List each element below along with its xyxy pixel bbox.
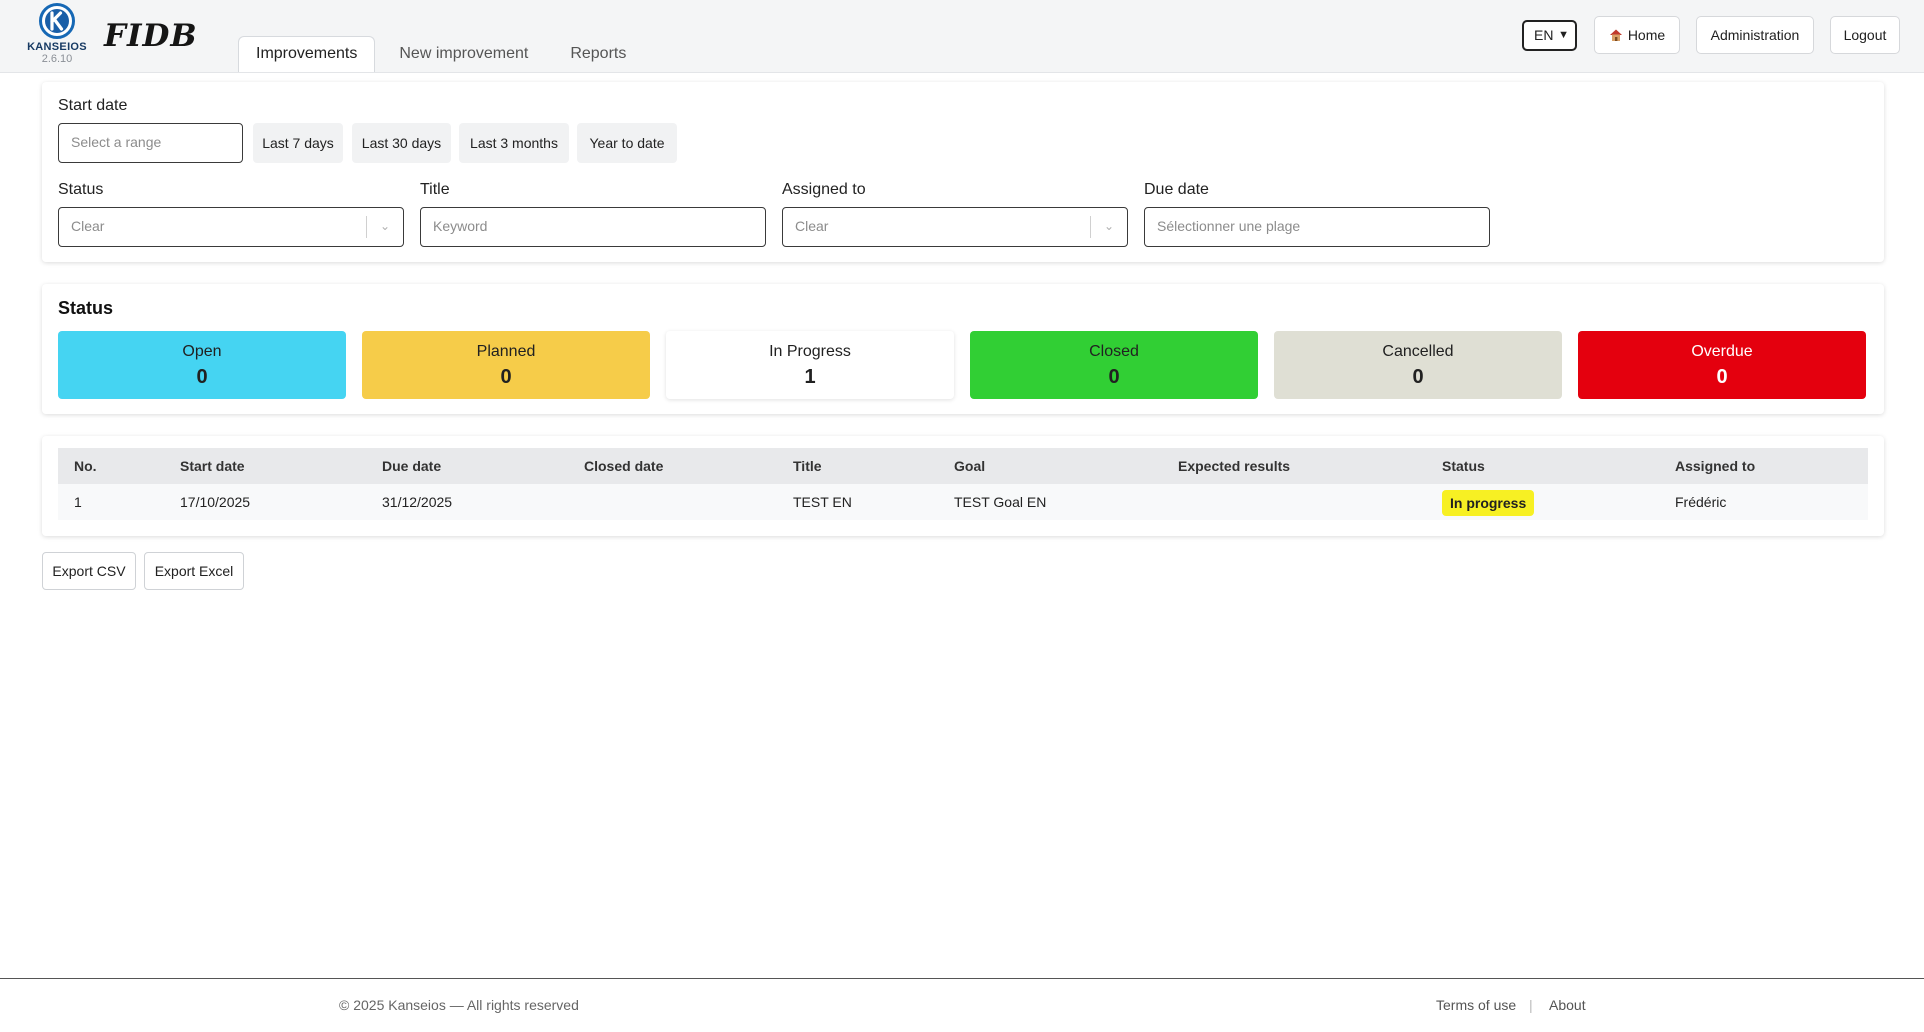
cell-due-date: 31/12/2025	[382, 494, 453, 510]
last-7-days-button[interactable]: Last 7 days	[253, 123, 343, 163]
status-section-title: Status	[58, 298, 114, 318]
title-keyword-input[interactable]: Keyword	[420, 207, 766, 247]
cell-no: 1	[74, 494, 82, 510]
status-card-label: Closed	[1089, 343, 1139, 360]
status-card-label: Cancelled	[1382, 343, 1454, 360]
main-tabs: Improvements New improvement Reports	[238, 36, 650, 72]
logout-button[interactable]: Logout	[1830, 16, 1900, 54]
tab-reports[interactable]: Reports	[570, 45, 627, 62]
export-excel-button[interactable]: Export Excel	[144, 552, 244, 590]
status-filter-label: Status	[58, 181, 104, 198]
status-card-closed[interactable]: Closed 0	[970, 331, 1258, 399]
last-3-months-button[interactable]: Last 3 months	[459, 123, 569, 163]
status-card-open[interactable]: Open 0	[58, 331, 346, 399]
house-icon	[1609, 19, 1623, 55]
language-value: EN	[1534, 27, 1554, 43]
cell-assigned-to: Frédéric	[1675, 494, 1727, 510]
status-card-label: Planned	[476, 343, 536, 360]
administration-button[interactable]: Administration	[1696, 16, 1814, 54]
status-badge: In progress	[1442, 490, 1535, 516]
due-date-range-input[interactable]: Sélectionner une plage	[1144, 207, 1490, 247]
kanseios-k-icon	[39, 3, 75, 39]
app-version: 2.6.10	[41, 53, 73, 65]
cell-start-date: 17/10/2025	[180, 494, 251, 510]
last-30-days-button[interactable]: Last 30 days	[352, 123, 451, 163]
table-header: No. Start date Due date Closed date Titl…	[58, 448, 1868, 484]
home-label: Home	[1627, 27, 1666, 43]
status-card-count: 0	[1108, 366, 1120, 388]
status-card-label: Overdue	[1691, 343, 1753, 360]
status-card-count: 0	[500, 366, 512, 388]
cell-goal: TEST Goal EN	[954, 494, 1047, 510]
select-divider	[1090, 216, 1091, 238]
tab-improvements[interactable]: Improvements	[238, 36, 376, 72]
top-header: KANSEIOS 2.6.10 FIDB Improvements New im…	[0, 0, 1924, 73]
assigned-filter-label: Assigned to	[782, 181, 866, 198]
assigned-filter-select[interactable]: Clear ⌄	[782, 207, 1128, 247]
column-header-status[interactable]: Status	[1442, 458, 1485, 474]
status-filter-value: Clear	[71, 218, 105, 234]
terms-of-use-link[interactable]: Terms of use	[1436, 997, 1517, 1013]
home-button[interactable]: Home	[1594, 16, 1680, 54]
status-card-label: In Progress	[769, 343, 851, 360]
status-card-count: 0	[196, 366, 208, 388]
cell-title: TEST EN	[793, 494, 852, 510]
footer-divider	[0, 978, 1924, 979]
chevron-down-icon: ▼	[1558, 29, 1569, 41]
column-header-no[interactable]: No.	[74, 458, 97, 474]
chevron-down-icon: ⌄	[1103, 219, 1115, 233]
status-card-overdue[interactable]: Overdue 0	[1578, 331, 1866, 399]
footer-separator: |	[1529, 997, 1533, 1013]
title-filter-label: Title	[420, 181, 450, 198]
status-card-count: 0	[1716, 366, 1728, 388]
brand-name: KANSEIOS	[27, 41, 87, 53]
start-date-label: Start date	[58, 97, 128, 114]
kanseios-logo[interactable]: KANSEIOS 2.6.10	[24, 2, 90, 70]
select-divider	[366, 216, 367, 238]
year-to-date-button[interactable]: Year to date	[577, 123, 677, 163]
improvements-table: No. Start date Due date Closed date Titl…	[42, 436, 1884, 536]
due-date-label: Due date	[1144, 181, 1209, 198]
start-date-range-input[interactable]: Select a range	[58, 123, 243, 163]
column-header-start-date[interactable]: Start date	[180, 458, 245, 474]
assigned-filter-value: Clear	[795, 218, 829, 234]
status-summary-panel: Status Open 0 Planned 0 In Progress 1 Cl…	[42, 284, 1884, 414]
column-header-assigned-to[interactable]: Assigned to	[1675, 458, 1756, 474]
column-header-due-date[interactable]: Due date	[382, 458, 442, 474]
column-header-closed-date[interactable]: Closed date	[584, 458, 664, 474]
status-card-cancelled[interactable]: Cancelled 0	[1274, 331, 1562, 399]
column-header-expected-results[interactable]: Expected results	[1178, 458, 1291, 474]
footer-copyright: © 2025 Kanseios — All rights reserved	[339, 997, 579, 1013]
export-csv-button[interactable]: Export CSV	[42, 552, 136, 590]
status-card-count: 0	[1412, 366, 1424, 388]
filter-panel: Start date Select a range Last 7 days La…	[42, 82, 1884, 262]
tab-new-improvement[interactable]: New improvement	[399, 45, 529, 62]
column-header-goal[interactable]: Goal	[954, 458, 986, 474]
fidb-logo[interactable]: FIDB	[104, 18, 198, 54]
status-card-label: Open	[182, 343, 222, 360]
column-header-title[interactable]: Title	[793, 458, 822, 474]
table-row[interactable]: 1 17/10/2025 31/12/2025 TEST EN TEST Goa…	[58, 484, 1868, 520]
chevron-down-icon: ⌄	[379, 219, 391, 233]
status-card-planned[interactable]: Planned 0	[362, 331, 650, 399]
language-select[interactable]: EN ▼	[1522, 20, 1577, 51]
status-filter-select[interactable]: Clear ⌄	[58, 207, 404, 247]
status-card-in-progress[interactable]: In Progress 1	[666, 331, 954, 399]
status-card-count: 1	[804, 366, 816, 388]
about-link[interactable]: About	[1549, 997, 1586, 1013]
